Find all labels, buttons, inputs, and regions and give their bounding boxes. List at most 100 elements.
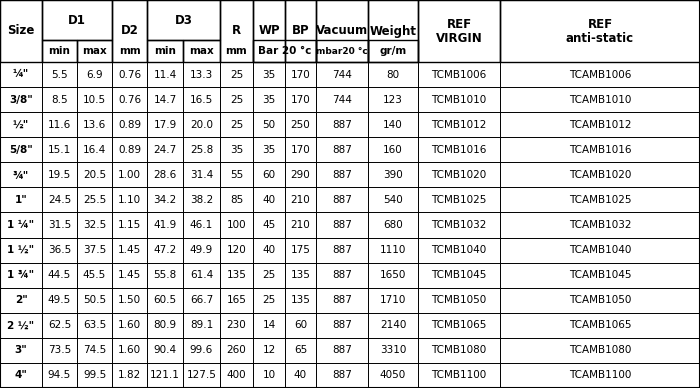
Text: VIRGIN: VIRGIN	[435, 31, 482, 45]
Bar	[418, 0, 500, 62]
Text: Bar 20 °c: Bar 20 °c	[258, 46, 312, 56]
Bar	[147, 112, 183, 137]
Bar	[147, 288, 183, 313]
Bar	[112, 62, 147, 87]
Text: 175: 175	[290, 245, 310, 255]
Text: 45.5: 45.5	[83, 270, 106, 280]
Bar	[112, 112, 147, 137]
Text: 1110: 1110	[380, 245, 406, 255]
Text: 61.4: 61.4	[190, 270, 213, 280]
Bar	[147, 338, 183, 363]
Text: 85: 85	[230, 195, 243, 205]
Bar	[285, 112, 316, 137]
Text: 887: 887	[332, 295, 352, 305]
Bar	[42, 0, 112, 40]
Bar	[253, 363, 285, 388]
Bar	[112, 162, 147, 187]
Bar	[500, 313, 700, 338]
Text: 37.5: 37.5	[83, 245, 106, 255]
Bar	[316, 288, 368, 313]
Bar	[285, 137, 316, 162]
Text: D1: D1	[68, 14, 86, 26]
Text: 60: 60	[262, 170, 276, 180]
Text: 400: 400	[227, 371, 246, 381]
Bar	[500, 213, 700, 237]
Text: 46.1: 46.1	[190, 220, 213, 230]
Bar	[316, 162, 368, 187]
Bar	[316, 87, 368, 112]
Bar	[147, 162, 183, 187]
Text: 10.5: 10.5	[83, 95, 106, 105]
Bar	[220, 0, 253, 62]
Bar	[183, 62, 220, 87]
Bar	[418, 263, 500, 288]
Text: 2 ½": 2 ½"	[8, 320, 34, 330]
Bar	[220, 338, 253, 363]
Bar	[285, 62, 316, 87]
Bar	[500, 263, 700, 288]
Bar	[183, 338, 220, 363]
Text: 887: 887	[332, 371, 352, 381]
Bar	[112, 263, 147, 288]
Text: 34.2: 34.2	[153, 195, 176, 205]
Text: 0.89: 0.89	[118, 120, 141, 130]
Text: 89.1: 89.1	[190, 320, 213, 330]
Text: TCAMB1032: TCAMB1032	[568, 220, 631, 230]
Text: TCMB1012: TCMB1012	[431, 120, 486, 130]
Bar	[368, 162, 418, 187]
Text: 120: 120	[227, 245, 246, 255]
Bar	[285, 0, 316, 62]
Text: 66.7: 66.7	[190, 295, 213, 305]
Bar	[316, 213, 368, 237]
Bar	[316, 112, 368, 137]
Text: 290: 290	[290, 170, 310, 180]
Text: 0.76: 0.76	[118, 69, 141, 80]
Bar	[42, 87, 77, 112]
Bar	[77, 263, 112, 288]
Bar	[42, 237, 77, 263]
Text: 25: 25	[230, 95, 243, 105]
Text: 1.00: 1.00	[118, 170, 141, 180]
Bar	[183, 40, 220, 62]
Bar	[112, 338, 147, 363]
Text: 10: 10	[262, 371, 276, 381]
Text: 170: 170	[290, 145, 310, 155]
Text: 74.5: 74.5	[83, 345, 106, 355]
Text: 40: 40	[294, 371, 307, 381]
Text: 35: 35	[262, 145, 276, 155]
Bar	[0, 112, 42, 137]
Bar	[316, 187, 368, 213]
Text: 5.5: 5.5	[51, 69, 68, 80]
Text: TCMB1065: TCMB1065	[431, 320, 486, 330]
Bar	[42, 338, 77, 363]
Bar	[253, 288, 285, 313]
Text: 1650: 1650	[380, 270, 406, 280]
Text: TCMB1010: TCMB1010	[431, 95, 486, 105]
Text: 0.89: 0.89	[118, 145, 141, 155]
Bar	[220, 288, 253, 313]
Text: 887: 887	[332, 120, 352, 130]
Text: 25.5: 25.5	[83, 195, 106, 205]
Text: 25: 25	[230, 69, 243, 80]
Bar	[500, 112, 700, 137]
Bar	[0, 62, 42, 87]
Bar	[500, 87, 700, 112]
Bar	[112, 213, 147, 237]
Text: 887: 887	[332, 220, 352, 230]
Text: 160: 160	[383, 145, 403, 155]
Bar	[112, 237, 147, 263]
Bar	[183, 213, 220, 237]
Text: 49.9: 49.9	[190, 245, 213, 255]
Text: 1.15: 1.15	[118, 220, 141, 230]
Bar	[500, 237, 700, 263]
Bar	[220, 263, 253, 288]
Bar	[112, 363, 147, 388]
Bar	[285, 187, 316, 213]
Bar	[147, 0, 220, 40]
Bar	[418, 213, 500, 237]
Text: 123: 123	[383, 95, 403, 105]
Text: 16.5: 16.5	[190, 95, 213, 105]
Bar	[418, 187, 500, 213]
Bar	[0, 87, 42, 112]
Bar	[147, 137, 183, 162]
